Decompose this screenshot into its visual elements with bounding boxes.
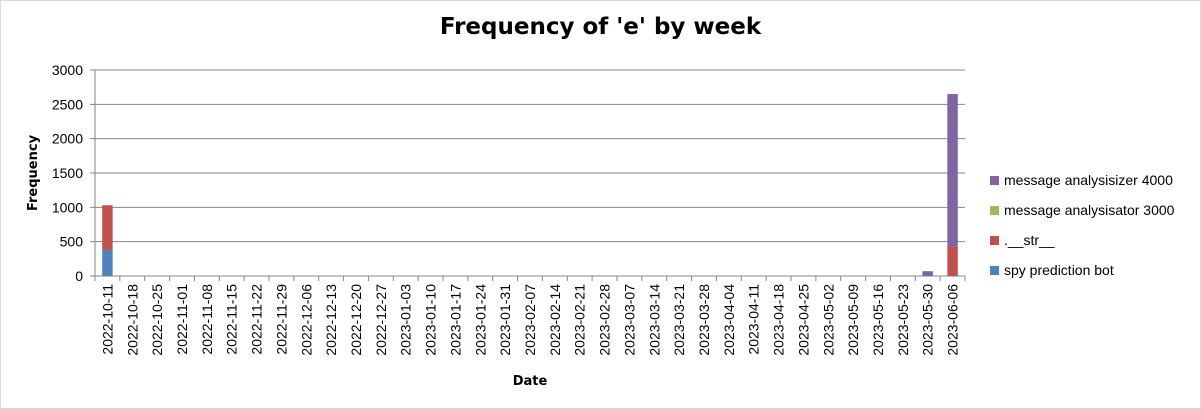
bar-segment <box>102 249 113 276</box>
x-tick-label: 2022-12-06 <box>298 284 314 356</box>
x-axis-title: Date <box>513 374 548 389</box>
x-tick-label: 2023-02-21 <box>572 284 588 356</box>
x-tick-label: 2023-01-17 <box>447 284 463 356</box>
x-tick-label: 2023-05-16 <box>870 284 886 356</box>
x-tick-label: 2022-12-27 <box>373 284 389 356</box>
x-tick-label: 2022-11-08 <box>199 284 215 355</box>
y-tick-label: 1000 <box>52 199 83 215</box>
x-tick-label: 2023-02-07 <box>522 284 538 356</box>
legend-label: .__str__ <box>1004 232 1055 248</box>
legend-swatch <box>990 266 999 275</box>
bar-segment <box>102 205 113 250</box>
y-tick-label: 1500 <box>52 165 83 181</box>
y-tick-label: 500 <box>60 234 84 250</box>
legend-label: message analysisator 3000 <box>1004 202 1175 218</box>
x-tick-label: 2023-01-03 <box>398 284 414 356</box>
x-tick-label: 2022-11-29 <box>273 284 289 355</box>
bar-segment <box>922 271 933 276</box>
y-tick-label: 2500 <box>52 96 83 112</box>
legend-label: message analysisizer 4000 <box>1004 172 1173 188</box>
x-tick-label: 2022-10-25 <box>149 284 165 356</box>
x-tick-label: 2022-10-11 <box>99 284 115 355</box>
x-tick-label: 2023-04-04 <box>721 284 737 356</box>
x-tick-label: 2022-11-15 <box>224 284 240 355</box>
x-tick-label: 2022-12-13 <box>323 284 339 356</box>
chart-title: Frequency of 'e' by week <box>439 14 762 40</box>
bar-segment <box>947 94 958 247</box>
x-tick-label: 2023-05-23 <box>895 284 911 356</box>
x-tick-label: 2022-10-18 <box>124 284 140 356</box>
x-tick-label: 2023-05-09 <box>845 284 861 356</box>
y-axis-title: Frequency <box>26 134 41 211</box>
x-tick-label: 2023-03-14 <box>646 284 662 356</box>
x-tick-label: 2023-01-24 <box>472 284 488 356</box>
x-tick-label: 2022-12-20 <box>348 284 364 356</box>
x-tick-label: 2023-03-07 <box>621 284 637 356</box>
x-tick-label: 2023-03-21 <box>671 284 687 356</box>
x-tick-label: 2023-01-10 <box>423 284 439 356</box>
x-tick-label: 2023-02-14 <box>547 284 563 356</box>
x-tick-label: 2023-04-25 <box>795 284 811 356</box>
x-tick-label: 2023-02-28 <box>597 284 613 356</box>
legend-label: spy prediction bot <box>1004 262 1114 278</box>
y-tick-label: 3000 <box>52 62 83 78</box>
x-tick-label: 2023-04-11 <box>746 284 762 355</box>
x-tick-label: 2023-05-02 <box>820 284 836 356</box>
y-tick-label: 0 <box>75 268 83 284</box>
x-tick-label: 2022-11-22 <box>249 284 265 355</box>
x-tick-label: 2023-06-06 <box>945 284 961 356</box>
y-tick-label: 2000 <box>52 131 83 147</box>
x-tick-label: 2023-04-18 <box>771 284 787 356</box>
x-tick-label: 2023-03-28 <box>696 284 712 356</box>
x-tick-label: 2023-05-30 <box>920 284 936 356</box>
x-tick-label: 2023-01-31 <box>497 284 513 356</box>
legend-swatch <box>990 206 999 215</box>
legend-swatch <box>990 236 999 245</box>
legend-swatch <box>990 176 999 185</box>
x-tick-label: 2022-11-01 <box>174 284 190 355</box>
bar-segment <box>947 246 958 276</box>
